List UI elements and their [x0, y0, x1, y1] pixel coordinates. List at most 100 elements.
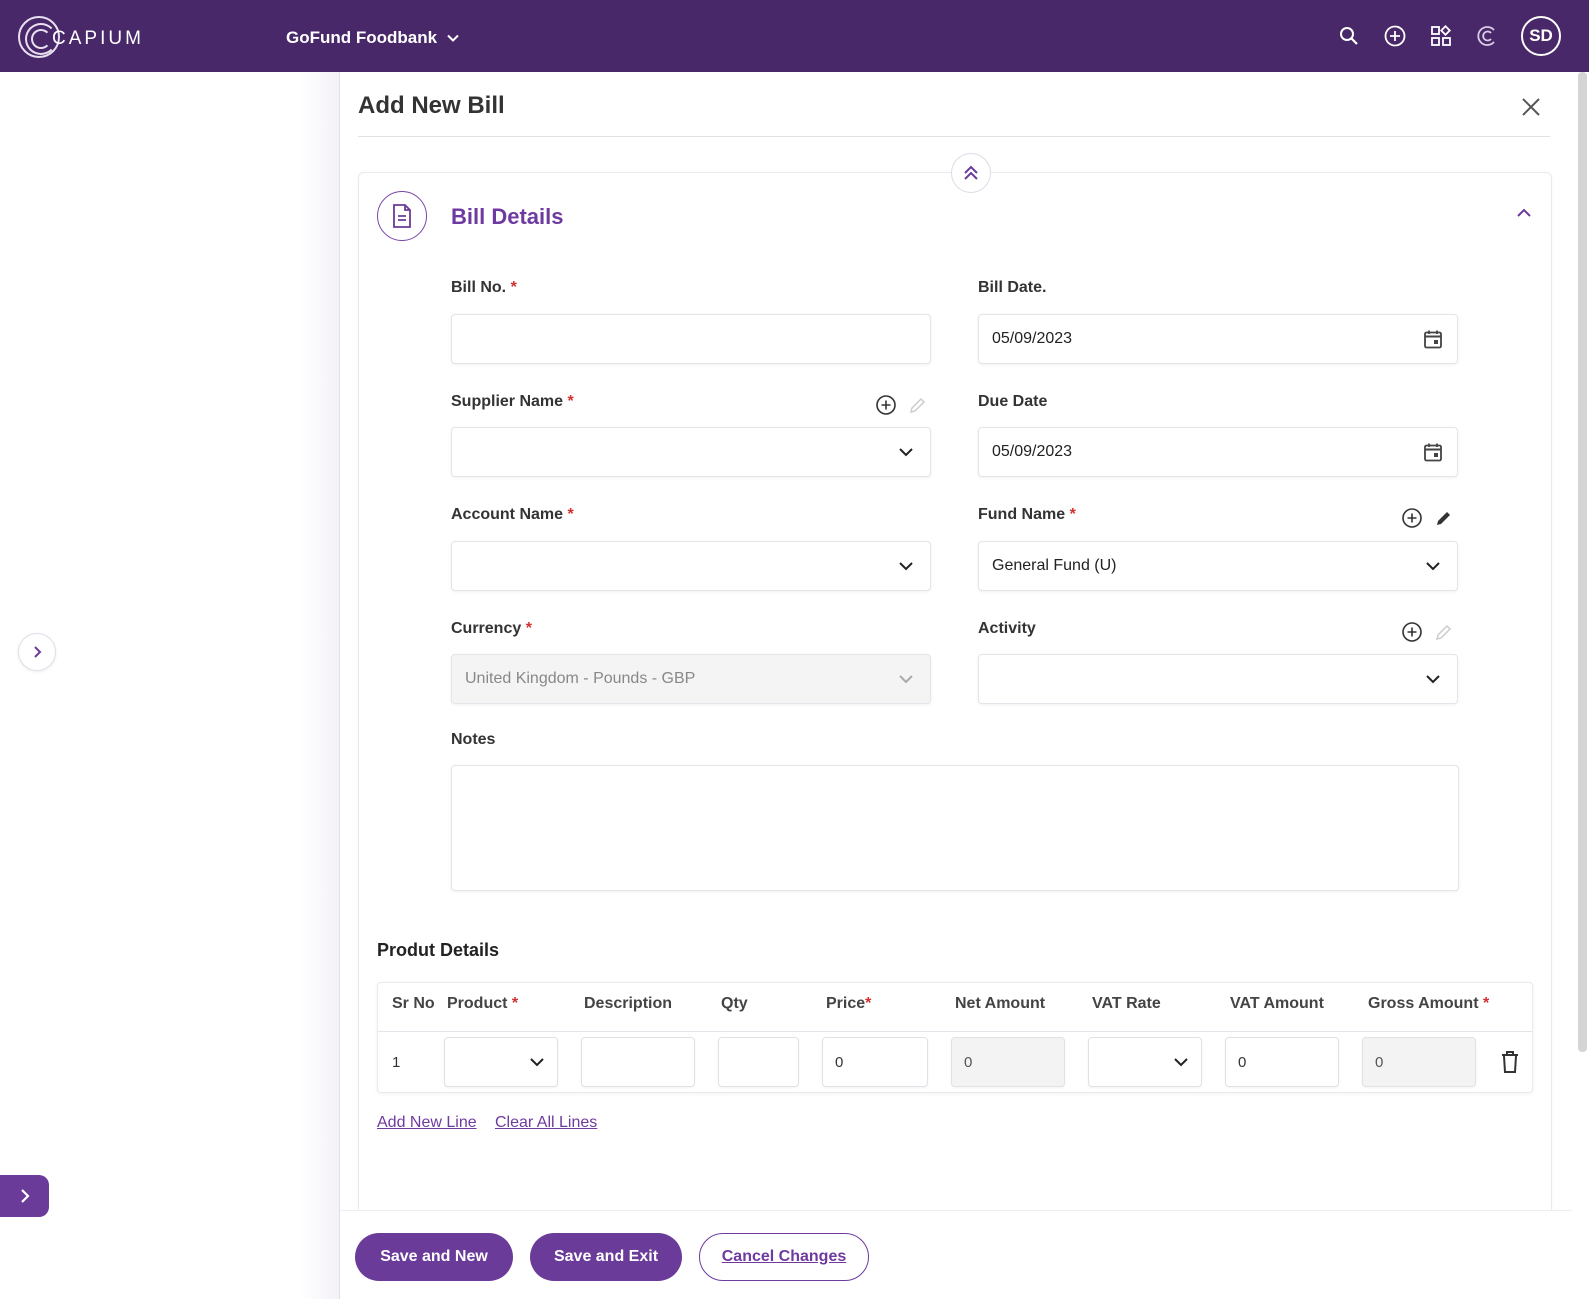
required-marker: * — [510, 279, 517, 296]
bill-date-label: Bill Date. — [978, 279, 1047, 296]
vat-amount-input[interactable]: 0 — [1225, 1037, 1339, 1087]
activity-actions — [1400, 620, 1456, 644]
bill-no-label-text: Bill No. — [451, 279, 507, 296]
chevron-down-icon — [1422, 668, 1444, 690]
edit-activity-icon — [1432, 620, 1456, 644]
page-title: Add New Bill — [358, 92, 505, 119]
due-date-value: 05/09/2023 — [992, 443, 1073, 460]
add-new-line-link[interactable]: Add New Line — [377, 1114, 477, 1131]
chevron-up-icon — [1517, 208, 1531, 217]
chevron-right-icon — [20, 1189, 30, 1203]
panel-scrollbar[interactable] — [1578, 72, 1587, 1052]
notes-textarea[interactable] — [451, 765, 1459, 891]
fund-name-label-text: Fund Name — [978, 506, 1066, 523]
column-header-description: Description — [584, 995, 673, 1012]
capium-c-icon[interactable] — [1475, 24, 1499, 48]
left-sidebar-collapsed — [0, 72, 338, 1299]
collapse-section-button[interactable] — [1514, 203, 1534, 223]
close-icon — [1522, 98, 1540, 116]
currency-select: United Kingdom - Pounds - GBP — [451, 654, 931, 704]
required-marker: * — [1069, 506, 1076, 523]
fund-name-label: Fund Name * — [978, 506, 1076, 524]
collapse-all-button[interactable] — [951, 153, 991, 193]
cancel-changes-button[interactable]: Cancel Changes — [699, 1233, 869, 1281]
chevron-down-icon — [895, 441, 917, 463]
capium-logo-mark — [18, 16, 60, 58]
supplier-name-label-text: Supplier Name — [451, 393, 564, 410]
column-header-price: Price* — [826, 995, 871, 1013]
chevron-down-icon — [1174, 1058, 1188, 1067]
bill-date-value: 05/09/2023 — [992, 330, 1073, 347]
required-marker: * — [525, 620, 532, 637]
add-bill-panel: Add New Bill Bill Details Bill No. * Bil… — [340, 72, 1572, 1299]
expand-sidebar-button[interactable] — [18, 633, 56, 671]
vat-rate-select[interactable] — [1088, 1037, 1202, 1087]
net-amount-field: 0 — [951, 1037, 1065, 1087]
add-supplier-icon[interactable] — [874, 393, 898, 417]
section-title: Bill Details — [451, 204, 564, 229]
row-sr-no: 1 — [392, 1054, 401, 1071]
supplier-name-select[interactable] — [451, 427, 931, 477]
close-button[interactable] — [1518, 94, 1544, 120]
search-icon[interactable] — [1337, 24, 1361, 48]
chevron-down-icon — [895, 668, 917, 690]
due-date-input[interactable]: 05/09/2023 — [978, 427, 1458, 477]
title-divider — [358, 136, 1550, 137]
currency-label: Currency * — [451, 620, 532, 638]
account-name-label: Account Name * — [451, 506, 574, 524]
table-header-divider — [378, 1031, 1532, 1032]
activity-label: Activity — [978, 620, 1036, 637]
calendar-icon[interactable] — [1422, 441, 1444, 463]
product-lines-table: Sr No Product * Description Qty Price* N… — [377, 982, 1533, 1093]
account-name-select[interactable] — [451, 541, 931, 591]
gross-amount-field: 0 — [1362, 1037, 1476, 1087]
price-input[interactable]: 0 — [822, 1037, 928, 1087]
panel-shadow-divider — [300, 72, 340, 1299]
due-date-label: Due Date — [978, 393, 1048, 410]
currency-value: United Kingdom - Pounds - GBP — [465, 670, 696, 687]
activity-select[interactable] — [978, 654, 1458, 704]
required-marker: * — [511, 995, 519, 1012]
column-header-product-text: Product — [447, 995, 508, 1012]
add-activity-icon[interactable] — [1400, 620, 1424, 644]
product-select[interactable] — [444, 1037, 558, 1087]
organisation-switcher[interactable]: GoFund Foodbank — [286, 28, 461, 48]
supplier-name-label: Supplier Name * — [451, 393, 574, 411]
fund-name-value: General Fund (U) — [992, 557, 1117, 574]
bill-no-input[interactable] — [451, 314, 931, 364]
required-marker: * — [865, 995, 872, 1012]
user-avatar[interactable]: SD — [1521, 16, 1561, 56]
save-and-exit-button[interactable]: Save and Exit — [530, 1233, 682, 1281]
apps-grid-icon[interactable] — [1429, 24, 1453, 48]
fund-name-select[interactable]: General Fund (U) — [978, 541, 1458, 591]
organisation-name: GoFund Foodbank — [286, 28, 438, 47]
column-header-net-amount: Net Amount — [955, 995, 1046, 1012]
currency-label-text: Currency — [451, 620, 522, 637]
edit-fund-icon[interactable] — [1432, 506, 1456, 530]
required-marker: * — [1482, 995, 1490, 1012]
open-menu-tab[interactable] — [0, 1175, 49, 1217]
column-header-gross-amount-text: Gross Amount — [1368, 995, 1479, 1012]
column-header-qty: Qty — [721, 995, 748, 1012]
capium-logo[interactable]: CAPIUM — [18, 16, 141, 58]
top-navigation-bar: CAPIUM GoFund Foodbank SD — [0, 0, 1589, 72]
edit-supplier-icon — [906, 393, 930, 417]
qty-input[interactable] — [718, 1037, 799, 1087]
logo-text: CAPIUM — [52, 28, 144, 49]
header-actions: SD — [1337, 16, 1561, 56]
chevron-down-icon — [1422, 555, 1444, 577]
description-input[interactable] — [581, 1037, 695, 1087]
add-circle-icon[interactable] — [1383, 24, 1407, 48]
chevron-down-icon — [530, 1058, 544, 1067]
column-header-vat-amount: VAT Amount — [1230, 995, 1324, 1012]
chevron-down-icon — [447, 34, 459, 42]
account-name-label-text: Account Name — [451, 506, 564, 523]
bill-no-label: Bill No. * — [451, 279, 517, 297]
bill-date-input[interactable]: 05/09/2023 — [978, 314, 1458, 364]
add-fund-icon[interactable] — [1400, 506, 1424, 530]
supplier-actions — [874, 393, 930, 417]
save-and-new-button[interactable]: Save and New — [355, 1233, 513, 1281]
clear-all-lines-link[interactable]: Clear All Lines — [495, 1114, 598, 1131]
delete-line-icon[interactable] — [1498, 1049, 1522, 1075]
calendar-icon[interactable] — [1422, 328, 1444, 350]
